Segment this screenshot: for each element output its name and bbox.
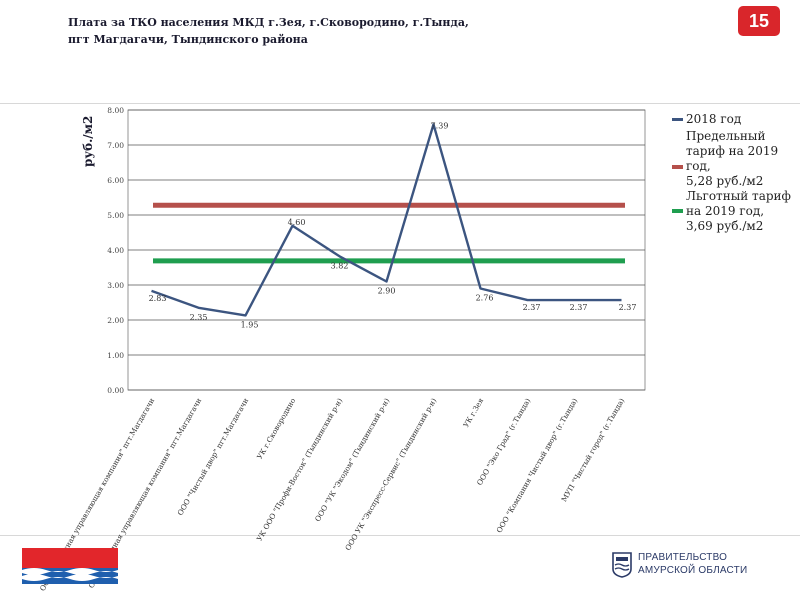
data-label: 2.35	[190, 313, 208, 322]
legend-swatch-preferential-tariff	[672, 209, 683, 213]
x-category-label: УК ООО "Профи-Восток" (Тындинский р-н)	[255, 396, 345, 542]
x-category-label: УК г.Сковородино	[255, 397, 297, 461]
reference-lines	[153, 202, 625, 264]
y-tick-label: 5.00	[107, 211, 124, 220]
footer-organization: ПРАВИТЕЛЬСТВО АМУРСКОЙ ОБЛАСТИ	[638, 551, 747, 577]
y-tick-label: 1.00	[107, 351, 124, 360]
y-tick-label: 2.00	[107, 316, 124, 325]
x-category-label: ООО "Компания Чистый двор" (г.Тында)	[494, 396, 579, 534]
data-label: 2.90	[378, 287, 396, 296]
series-2018	[151, 123, 622, 317]
y-tick-labels: 0.00 1.00 2.00 3.00 4.00 5.00 6.00 7.00 8.00	[107, 106, 124, 395]
coat-of-arms-icon	[612, 552, 632, 578]
category-labels: ООО "Сервисная управляющая компания" пгт…	[38, 396, 626, 592]
y-tick-label: 7.00	[107, 141, 124, 150]
y-tick-label: 0.00	[107, 386, 124, 395]
y-tick-label: 8.00	[107, 106, 124, 115]
series-2018-line	[151, 123, 622, 317]
legend-label-preferential-tariff: Льготный тариф на 2019 год, 3,69 руб./м2	[686, 189, 791, 233]
x-category-label: УК г.Зея	[461, 396, 485, 429]
amur-region-flag	[22, 548, 118, 584]
top-divider	[0, 103, 800, 104]
footer-org-line-1: ПРАВИТЕЛЬСТВО	[638, 552, 728, 563]
bottom-divider	[0, 535, 800, 536]
y-tick-label: 3.00	[107, 281, 124, 290]
data-labels: 2.83 2.35 1.95 4.60 3.82 2.90 7.39 2.76 2.37 2.37…	[149, 121, 637, 329]
data-label: 4.60	[288, 218, 306, 227]
data-label: 2.37	[523, 303, 541, 312]
footer-org-line-2: АМУРСКОЙ ОБЛАСТИ	[638, 565, 748, 576]
data-label: 2.37	[619, 303, 637, 312]
legend-label-limit-tariff: Предельный тариф на 2019 год, 5,28 руб./…	[686, 129, 779, 188]
y-tick-label: 4.00	[107, 246, 124, 255]
legend-label-2018: 2018 год	[686, 112, 742, 126]
title-line-2: пгт Магдагачи, Тындинского района	[68, 33, 308, 46]
legend-item-preferential-tariff: Льготный тариф на 2019 год, 3,69 руб./м2	[672, 189, 797, 234]
legend-swatch-2018	[672, 118, 683, 121]
page-number-badge: 15	[738, 6, 780, 36]
data-label: 2.83	[149, 294, 167, 303]
data-label: 2.37	[570, 303, 588, 312]
x-category-label: ООО "Эко Град" (г.Тында)	[475, 396, 532, 487]
legend-item-2018: 2018 год	[672, 112, 797, 127]
x-category-label: ООО УК "Экспресс-Сервис" (Тындинский р-н…	[343, 396, 438, 552]
y-tick-label: 6.00	[107, 176, 124, 185]
data-label: 1.95	[241, 320, 259, 329]
chart-legend: 2018 год Предельный тариф на 2019 год, 5…	[672, 112, 797, 234]
data-label: 7.39	[431, 121, 449, 130]
legend-swatch-limit-tariff	[672, 165, 683, 169]
slide-title: Плата за ТКО населения МКД г.Зея, г.Сков…	[68, 14, 508, 48]
grid-lines	[127, 109, 646, 391]
legend-item-limit-tariff: Предельный тариф на 2019 год, 5,28 руб./…	[672, 129, 797, 189]
data-label: 3.82	[331, 261, 349, 270]
title-line-1: Плата за ТКО населения МКД г.Зея, г.Сков…	[68, 16, 469, 29]
data-label: 2.76	[476, 294, 494, 303]
